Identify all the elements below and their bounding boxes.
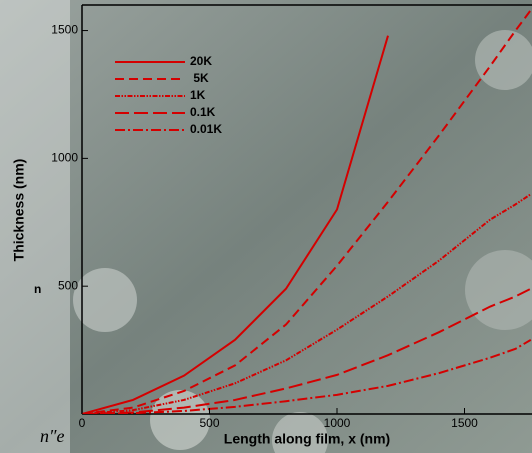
x-tick-label: 1500 bbox=[451, 416, 478, 430]
x-tick-label: 0 bbox=[79, 416, 86, 430]
legend-label: 0.01K bbox=[190, 122, 222, 136]
y-axis-label: Thickness (nm) bbox=[11, 159, 27, 262]
x-tick-label: 1000 bbox=[324, 416, 351, 430]
y-tick-label: 1000 bbox=[51, 151, 78, 165]
y-tick-label: 1500 bbox=[51, 23, 78, 37]
background-blob bbox=[475, 30, 532, 90]
background-panel bbox=[0, 0, 70, 453]
background-blob bbox=[465, 250, 532, 330]
series-line bbox=[82, 193, 532, 414]
background-blob bbox=[272, 412, 328, 453]
series-line bbox=[82, 9, 532, 414]
background-blob bbox=[73, 268, 137, 332]
series-line bbox=[82, 339, 532, 414]
background-blob bbox=[150, 390, 210, 450]
annotation: n bbox=[34, 282, 41, 296]
legend-label: 1K bbox=[190, 88, 206, 102]
annotation: n″e bbox=[40, 426, 65, 446]
y-tick-label: 500 bbox=[58, 278, 78, 292]
legend-label: 5K bbox=[190, 71, 209, 85]
x-tick-label: 500 bbox=[199, 416, 219, 430]
series-line bbox=[82, 35, 389, 414]
series-line bbox=[82, 287, 532, 414]
legend-label: 20K bbox=[190, 54, 212, 68]
x-axis-label: Length along film, x (nm) bbox=[224, 431, 390, 447]
legend-label: 0.1K bbox=[190, 105, 216, 119]
plot-area bbox=[82, 9, 532, 414]
